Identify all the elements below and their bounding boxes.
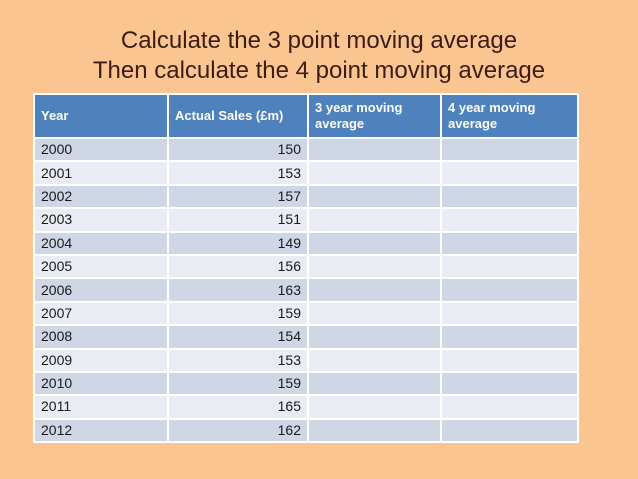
col-header-ma3: 3 year moving average bbox=[307, 93, 442, 139]
cell-ma3 bbox=[307, 370, 442, 397]
table-header-row: Year Actual Sales (£m) 3 year moving avera… bbox=[33, 93, 579, 139]
cell-ma4 bbox=[440, 207, 579, 233]
cell-ma4 bbox=[440, 277, 579, 303]
cell-ma4 bbox=[440, 160, 579, 186]
cell-year: 2005 bbox=[33, 253, 169, 280]
col-header-sales: Actual Sales (£m) bbox=[167, 93, 309, 139]
cell-ma4 bbox=[440, 230, 579, 256]
cell-year: 2006 bbox=[33, 277, 169, 303]
table-row: 2004 149 bbox=[33, 230, 579, 256]
cell-ma3 bbox=[307, 300, 442, 327]
cell-year: 2012 bbox=[33, 417, 169, 444]
cell-sales: 162 bbox=[167, 417, 309, 444]
cell-ma3 bbox=[307, 394, 442, 420]
cell-ma4 bbox=[440, 253, 579, 280]
cell-ma3 bbox=[307, 136, 442, 163]
table-row: 2001 153 bbox=[33, 160, 579, 186]
table-header: Year Actual Sales (£m) 3 year moving avera… bbox=[33, 93, 579, 139]
table-row: 2011 165 bbox=[33, 394, 579, 420]
cell-ma4 bbox=[440, 136, 579, 163]
cell-year: 2008 bbox=[33, 324, 169, 350]
cell-ma3 bbox=[307, 253, 442, 280]
cell-ma4 bbox=[440, 417, 579, 444]
cell-ma4 bbox=[440, 324, 579, 350]
slide-title-line2: Then calculate the 4 point moving averag… bbox=[92, 57, 546, 84]
cell-ma4 bbox=[440, 300, 579, 327]
cell-sales: 153 bbox=[167, 347, 309, 373]
cell-ma3 bbox=[307, 347, 442, 373]
cell-year: 2007 bbox=[33, 300, 169, 327]
cell-ma4 bbox=[440, 394, 579, 420]
cell-ma4 bbox=[440, 183, 579, 210]
table-row: 2003 151 bbox=[33, 207, 579, 233]
cell-ma3 bbox=[307, 277, 442, 303]
cell-sales: 149 bbox=[167, 230, 309, 256]
slide-title: Calculate the 3 point moving average The… bbox=[0, 26, 638, 86]
table-row: 2012 162 bbox=[33, 417, 579, 444]
col-header-ma4: 4 year moving average bbox=[440, 93, 579, 139]
table-row: 2008 154 bbox=[33, 324, 579, 350]
cell-year: 2000 bbox=[33, 136, 169, 163]
cell-sales: 151 bbox=[167, 207, 309, 233]
table-body: 2000 150 2001 153 2002 157 2003 151 2004 149 2005 1… bbox=[33, 136, 579, 444]
cell-year: 2004 bbox=[33, 230, 169, 256]
cell-ma3 bbox=[307, 230, 442, 256]
moving-average-table: Year Actual Sales (£m) 3 year moving avera… bbox=[33, 93, 579, 444]
cell-ma3 bbox=[307, 207, 442, 233]
cell-year: 2002 bbox=[33, 183, 169, 210]
cell-ma4 bbox=[440, 370, 579, 397]
cell-sales: 163 bbox=[167, 277, 309, 303]
cell-year: 2003 bbox=[33, 207, 169, 233]
cell-year: 2009 bbox=[33, 347, 169, 373]
cell-ma3 bbox=[307, 183, 442, 210]
cell-sales: 165 bbox=[167, 394, 309, 420]
cell-ma3 bbox=[307, 160, 442, 186]
table-row: 2002 157 bbox=[33, 183, 579, 210]
cell-ma3 bbox=[307, 417, 442, 444]
table-row: 2000 150 bbox=[33, 136, 579, 163]
cell-ma4 bbox=[440, 347, 579, 373]
table-row: 2009 153 bbox=[33, 347, 579, 373]
cell-year: 2011 bbox=[33, 394, 169, 420]
cell-year: 2001 bbox=[33, 160, 169, 186]
cell-sales: 156 bbox=[167, 253, 309, 280]
cell-sales: 150 bbox=[167, 136, 309, 163]
cell-sales: 154 bbox=[167, 324, 309, 350]
table-row: 2006 163 bbox=[33, 277, 579, 303]
cell-sales: 159 bbox=[167, 300, 309, 327]
cell-ma3 bbox=[307, 324, 442, 350]
col-header-year: Year bbox=[33, 93, 169, 139]
cell-sales: 157 bbox=[167, 183, 309, 210]
table-row: 2007 159 bbox=[33, 300, 579, 327]
table-row: 2010 159 bbox=[33, 370, 579, 397]
cell-year: 2010 bbox=[33, 370, 169, 397]
cell-sales: 153 bbox=[167, 160, 309, 186]
table-row: 2005 156 bbox=[33, 253, 579, 280]
slide-title-line1: Calculate the 3 point moving average bbox=[120, 27, 518, 54]
cell-sales: 159 bbox=[167, 370, 309, 397]
